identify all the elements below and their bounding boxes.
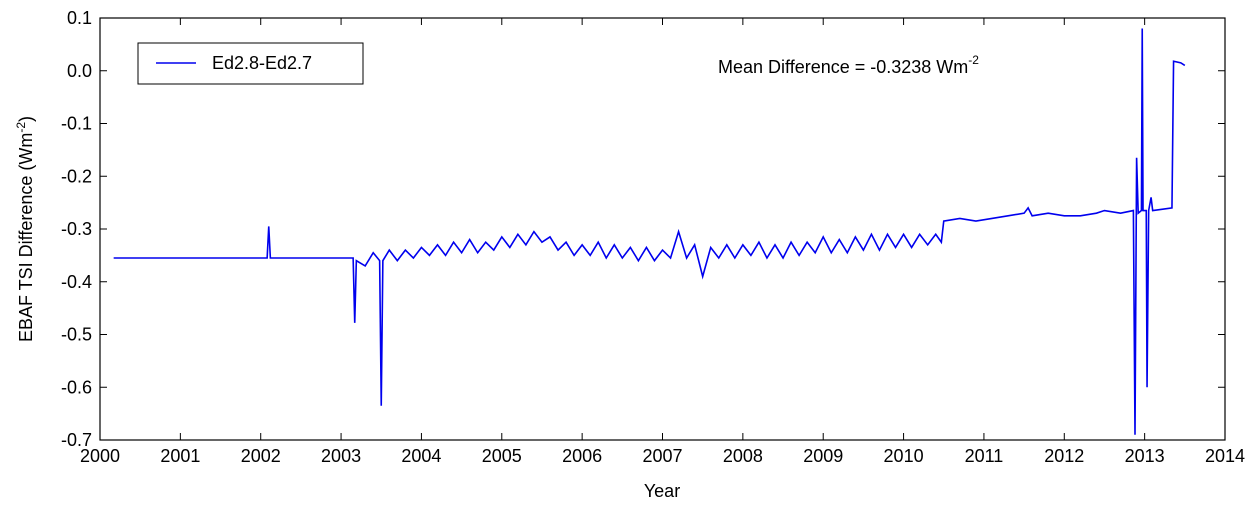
x-tick-label: 2012	[1044, 446, 1084, 466]
x-tick-label: 2007	[642, 446, 682, 466]
legend-label: Ed2.8-Ed2.7	[212, 53, 312, 73]
annotation-sup: -2	[968, 53, 979, 67]
y-axis-label: EBAF TSI Difference (Wm-2)	[14, 116, 36, 342]
x-tick-label: 2004	[401, 446, 441, 466]
y-axis-label-sup: -2	[14, 122, 28, 133]
y-tick-label: -0.3	[61, 219, 92, 239]
x-tick-label: 2005	[482, 446, 522, 466]
y-tick-label: 0.1	[67, 8, 92, 28]
x-tick-label: 2008	[723, 446, 763, 466]
x-tick-label: 2014	[1205, 446, 1245, 466]
y-tick-label: -0.2	[61, 166, 92, 186]
x-tick-label: 2000	[80, 446, 120, 466]
y-axis-label-main: EBAF TSI Difference (Wm	[16, 133, 36, 342]
y-tick-label: -0.6	[61, 377, 92, 397]
y-tick-label: -0.5	[61, 325, 92, 345]
y-tick-label: -0.7	[61, 430, 92, 450]
annotation: Mean Difference = -0.3238 Wm-2	[718, 53, 979, 77]
x-axis-label: Year	[644, 481, 680, 501]
x-tick-label: 2009	[803, 446, 843, 466]
legend: Ed2.8-Ed2.7	[137, 42, 364, 85]
y-tick-label: -0.4	[61, 272, 92, 292]
x-tick-label: 2002	[241, 446, 281, 466]
x-tick-label: 2011	[965, 446, 1004, 466]
y-axis-label-end: )	[16, 116, 36, 122]
y-tick-label: -0.1	[61, 114, 92, 134]
x-tick-label: 2013	[1125, 446, 1165, 466]
data-line	[113, 28, 1186, 435]
x-tick-label: 2006	[562, 446, 602, 466]
y-tick-label: 0.0	[67, 61, 92, 81]
x-tick-label: 2003	[321, 446, 361, 466]
x-tick-label: 2001	[160, 446, 200, 466]
annotation-main: Mean Difference = -0.3238 Wm	[718, 57, 968, 77]
x-tick-label: 2010	[884, 446, 924, 466]
